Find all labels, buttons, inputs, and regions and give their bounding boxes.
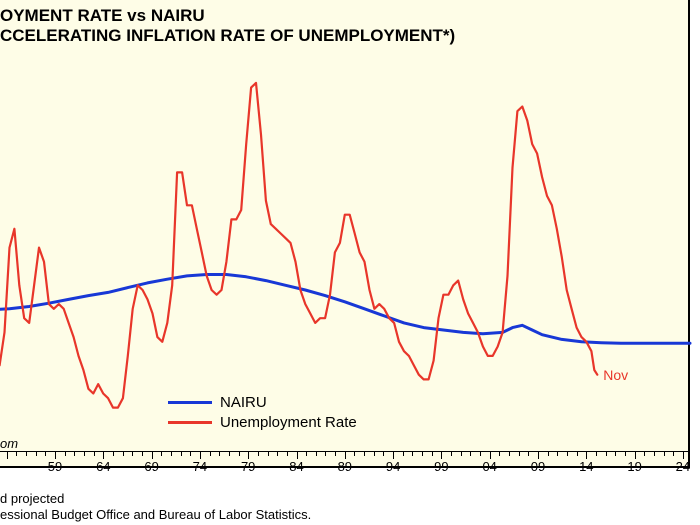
x-tick-label: 04 bbox=[482, 459, 496, 474]
footnote-line-1: d projected bbox=[0, 491, 64, 506]
line-chart bbox=[0, 50, 690, 450]
x-tick-label: 94 bbox=[386, 459, 400, 474]
x-tick-mark bbox=[538, 451, 539, 459]
x-tick-label: 79 bbox=[241, 459, 255, 474]
x-tick-mark bbox=[103, 451, 104, 459]
x-tick-mark bbox=[683, 451, 684, 459]
x-tick-mark bbox=[441, 451, 442, 459]
x-tick-label: 59 bbox=[48, 459, 62, 474]
legend-swatch-unemployment bbox=[168, 421, 212, 424]
x-tick-label: 69 bbox=[144, 459, 158, 474]
legend-item-nairu: NAIRU bbox=[168, 392, 357, 412]
legend-swatch-nairu bbox=[168, 401, 212, 404]
series-nairu bbox=[0, 275, 690, 344]
x-tick-mark bbox=[152, 451, 153, 459]
x-tick-mark bbox=[248, 451, 249, 459]
x-tick-label: 99 bbox=[434, 459, 448, 474]
legend-label-nairu: NAIRU bbox=[220, 394, 267, 411]
x-tick-mark bbox=[490, 451, 491, 459]
x-axis-line bbox=[0, 451, 690, 452]
x-tick-mark bbox=[586, 451, 587, 459]
x-tick-label: 74 bbox=[193, 459, 207, 474]
x-tick-mark bbox=[55, 451, 56, 459]
x-tick-label: 19 bbox=[627, 459, 641, 474]
x-tick-label: 14 bbox=[579, 459, 593, 474]
chart-title-line-1: OYMENT RATE vs NAIRU bbox=[0, 6, 205, 26]
footnote-line-2: essional Budget Office and Bureau of Lab… bbox=[0, 507, 311, 522]
nov-annotation: Nov bbox=[603, 367, 628, 383]
x-tick-label: 24 bbox=[676, 459, 690, 474]
x-tick-mark bbox=[393, 451, 394, 459]
x-tick-mark bbox=[200, 451, 201, 459]
x-tick-mark bbox=[7, 451, 8, 459]
source-label-fragment: om bbox=[0, 436, 18, 451]
series-unemployment-rate bbox=[0, 83, 597, 408]
x-tick-mark bbox=[635, 451, 636, 459]
legend-label-unemployment: Unemployment Rate bbox=[220, 414, 357, 431]
chart-legend: NAIRU Unemployment Rate bbox=[168, 392, 357, 432]
legend-item-unemployment: Unemployment Rate bbox=[168, 412, 357, 432]
x-tick-mark bbox=[297, 451, 298, 459]
x-tick-label: 64 bbox=[96, 459, 110, 474]
x-tick-label: 84 bbox=[289, 459, 303, 474]
x-tick-mark bbox=[345, 451, 346, 459]
x-tick-label: 89 bbox=[338, 459, 352, 474]
x-tick-label: 09 bbox=[531, 459, 545, 474]
chart-title-line-2: CCELERATING INFLATION RATE OF UNEMPLOYME… bbox=[0, 26, 455, 46]
